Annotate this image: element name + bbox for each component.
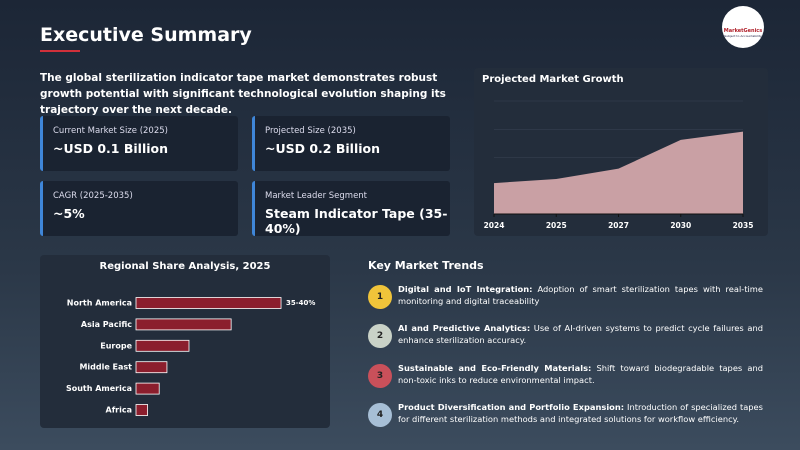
trend-item: 3 Sustainable and Eco-Friendly Materials:…	[368, 362, 763, 390]
bar	[135, 382, 160, 395]
logo-name: MarketGenics	[723, 28, 763, 34]
trend-number: 1	[368, 285, 392, 309]
value-label: 35-40%	[286, 299, 315, 307]
page-title: Executive Summary	[40, 24, 252, 46]
logo-tagline: Subject to Accountability	[724, 34, 762, 38]
logo: MarketGenics Subject to Accountability	[722, 6, 764, 48]
metric-card: CAGR (2025-2035) ~5%	[40, 181, 238, 236]
x-tick-label: 2025	[546, 221, 567, 230]
y-tick-label: North America	[67, 299, 132, 308]
trends-title: Key Market Trends	[368, 259, 484, 272]
chart-title: Regional Share Analysis, 2025	[100, 261, 271, 272]
bar	[135, 297, 282, 309]
area	[494, 131, 743, 214]
trend-number: 3	[368, 364, 392, 388]
y-tick-label: Europe	[100, 341, 132, 350]
bar	[135, 361, 168, 374]
metric-card: Market Leader Segment Steam Indicator Tap…	[252, 181, 450, 236]
metric-card: Current Market Size (2025) ~USD 0.1 Billi…	[40, 116, 238, 171]
chart-title: Projected Market Growth	[482, 74, 624, 85]
x-tick-label: 2024	[484, 221, 505, 230]
metric-label: CAGR (2025-2035)	[53, 191, 133, 201]
title-underline	[40, 50, 80, 52]
trend-title: AI and Predictive Analytics:	[398, 323, 531, 333]
bar	[135, 404, 149, 416]
trend-text: Adoption of smart sterilization tapes wi…	[398, 284, 763, 306]
metric-label: Current Market Size (2025)	[53, 126, 168, 136]
metric-label: Projected Size (2035)	[265, 126, 356, 136]
trend-title: Digital and IoT Integration:	[398, 284, 533, 294]
y-tick-label: Asia Pacific	[81, 320, 132, 329]
trend-item: 2 AI and Predictive Analytics: Use of AI-…	[368, 322, 763, 350]
y-tick-label: Middle East	[79, 363, 132, 372]
x-tick-label: 2030	[670, 221, 691, 230]
trend-title: Sustainable and Eco-Friendly Materials:	[398, 363, 592, 373]
x-tick-label: 2035	[733, 221, 754, 230]
bar	[135, 318, 232, 331]
bar	[135, 339, 190, 352]
trend-number: 4	[368, 403, 392, 427]
trend-item: 4 Product Diversification and Portfolio E…	[368, 401, 763, 429]
metric-value: ~USD 0.1 Billion	[53, 141, 169, 156]
trend-text: Shift toward biodegradable tapes and non…	[398, 363, 763, 385]
metric-value: ~USD 0.2 Billion	[265, 141, 381, 156]
x-tick-label: 2027	[608, 221, 629, 230]
metric-value: ~5%	[53, 206, 85, 221]
trend-title: Product Diversification and Portfolio Ex…	[398, 402, 625, 412]
y-tick-label: Africa	[106, 406, 133, 415]
trend-number: 2	[368, 324, 392, 348]
y-tick-label: South America	[66, 384, 132, 393]
intro-text: The global sterilization indicator tape …	[40, 72, 446, 116]
metric-label: Market Leader Segment	[265, 191, 368, 201]
trend-item: 1 Digital and IoT Integration: Adoption o…	[368, 283, 763, 311]
trend-text: Introduction of specialized tapes for di…	[398, 402, 763, 424]
metric-card: Projected Size (2035) ~USD 0.2 Billion	[252, 116, 450, 171]
metric-value: Steam Indicator Tape (35-40%)	[265, 206, 448, 236]
bar-chart: Regional Share Analysis, 2025 North Amer…	[40, 255, 330, 428]
trend-text: Use of AI-driven systems to predict cycl…	[398, 323, 763, 345]
area-chart: Projected Market Growth 2024 2025 2027 2030…	[474, 68, 768, 236]
